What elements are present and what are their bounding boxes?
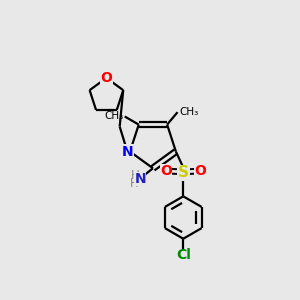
Text: O: O [100,71,112,85]
Text: S: S [178,165,189,180]
Text: H: H [131,169,140,182]
Text: Cl: Cl [176,248,191,262]
Text: N: N [134,172,146,186]
Text: O: O [160,164,172,178]
Text: O: O [194,164,206,178]
Text: CH₃: CH₃ [179,106,198,117]
Text: CH₃: CH₃ [104,111,123,121]
Text: H: H [129,177,138,190]
Text: N: N [122,145,134,159]
